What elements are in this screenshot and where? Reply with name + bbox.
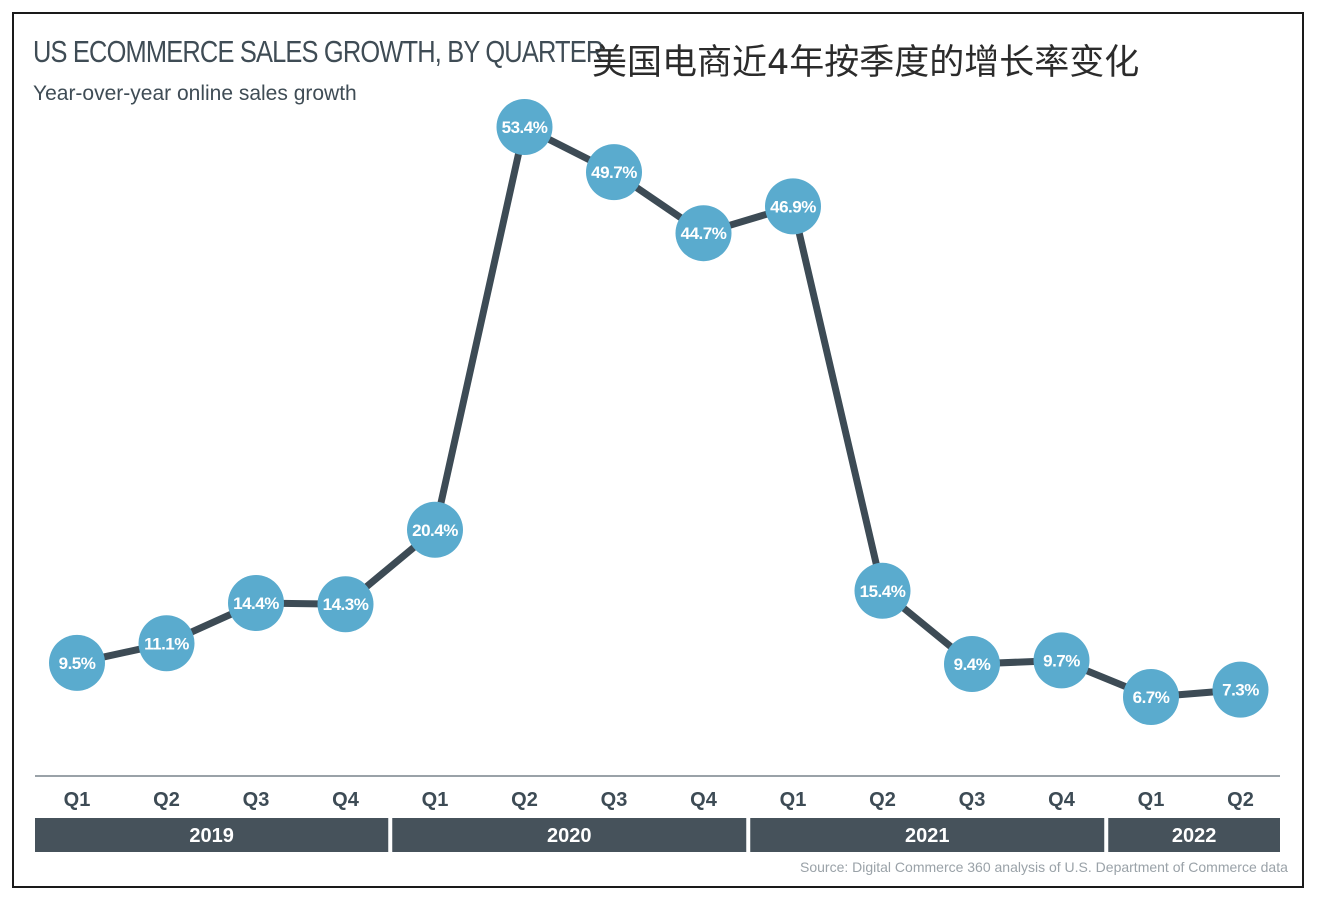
year-label: 2019 (189, 825, 234, 847)
data-label: 14.4% (233, 594, 279, 613)
data-point-marker (1123, 669, 1179, 725)
quarter-tick-label: Q4 (690, 789, 718, 811)
data-point-marker (586, 144, 642, 201)
chart-title: US ECOMMERCE SALES GROWTH, BY QUARTER (33, 34, 604, 69)
quarter-tick-label: Q2 (511, 789, 538, 811)
data-label: 7.3% (1222, 681, 1259, 700)
quarter-tick-labels: Q1 Q2 Q3 Q4 Q1 Q2 Q3 Q4 Q1 Q2 Q3 Q4 Q1 Q2 (64, 789, 1254, 811)
year-label: 2020 (547, 825, 592, 847)
data-point: 9.7% (1033, 632, 1090, 689)
data-point-marker (228, 575, 284, 632)
data-point-marker (138, 615, 195, 672)
quarter-tick-label: Q3 (959, 789, 986, 811)
year-band (750, 818, 1105, 852)
data-point-marker (854, 562, 911, 619)
data-label: 46.9% (770, 197, 816, 216)
quarter-tick-label: Q3 (243, 789, 270, 811)
chinese-title: 美国电商近4年按季度的增长率变化 (592, 43, 1140, 83)
year-band (35, 818, 389, 852)
quarter-tick-label: Q1 (422, 789, 449, 811)
year-band (1108, 818, 1280, 852)
quarter-tick-label: Q1 (64, 789, 91, 811)
data-point: 14.4% (228, 575, 284, 632)
data-point: 15.4% (854, 562, 911, 619)
data-point: 11.1% (138, 615, 195, 672)
chart-subtitle: Year-over-year online sales growth (33, 82, 357, 105)
data-label: 9.4% (954, 655, 991, 674)
data-label: 20.4% (412, 521, 458, 540)
data-label: 15.4% (860, 582, 906, 601)
data-label: 14.3% (323, 595, 369, 614)
data-point: 44.7% (675, 205, 732, 262)
source-note: Source: Digital Commerce 360 analysis of… (800, 859, 1288, 875)
data-point-marker (407, 501, 463, 558)
data-point-marker (1212, 661, 1269, 718)
year-bands: 2019 2020 2021 2022 (35, 818, 1280, 852)
data-point-marker (765, 178, 821, 235)
data-point-marker (1033, 632, 1090, 689)
data-point: 49.7% (586, 144, 642, 201)
data-label: 6.7% (1133, 688, 1170, 707)
data-point: 9.4% (944, 636, 1000, 693)
quarter-tick-label: Q2 (869, 789, 896, 811)
quarter-tick-label: Q3 (601, 789, 628, 811)
quarter-tick-label: Q2 (1227, 789, 1254, 811)
data-point-marker (49, 634, 105, 691)
quarter-tick-label: Q4 (332, 789, 360, 811)
data-point-marker (944, 636, 1000, 693)
data-label: 49.7% (591, 163, 637, 182)
data-label: 9.5% (59, 654, 96, 673)
data-label: 9.7% (1043, 651, 1080, 670)
data-point-marker (496, 99, 553, 155)
quarter-tick-label: Q1 (1138, 789, 1165, 811)
year-band (392, 818, 747, 852)
data-point: 46.9% (765, 178, 821, 235)
data-point: 9.5% (49, 634, 105, 691)
quarter-tick-label: Q4 (1048, 789, 1076, 811)
data-point: 53.4% (496, 99, 553, 155)
data-point-marker (317, 576, 374, 633)
data-point: 20.4% (407, 501, 463, 558)
quarter-tick-label: Q1 (780, 789, 807, 811)
year-label: 2021 (905, 825, 950, 847)
data-label: 53.4% (502, 118, 548, 137)
chart-frame (12, 12, 1304, 888)
data-label: 44.7% (681, 224, 727, 243)
data-point: 14.3% (317, 576, 374, 633)
data-point: 6.7% (1123, 669, 1179, 725)
year-label: 2022 (1172, 825, 1217, 847)
data-label: 11.1% (144, 634, 189, 653)
quarter-tick-label: Q2 (153, 789, 180, 811)
data-points: 9.5% 11.1% 14.4% 14.3% 20.4% 53.4% 49.7% 44.7% 4… (49, 99, 1269, 725)
data-point: 7.3% (1212, 661, 1269, 718)
data-point-marker (675, 205, 732, 262)
